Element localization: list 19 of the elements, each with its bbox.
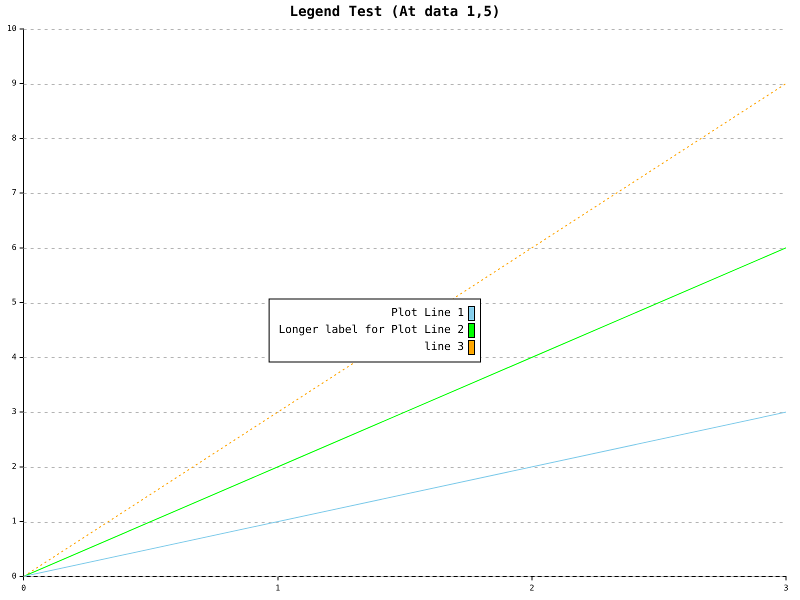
legend-label: Longer label for Plot Line 2 [278,322,464,336]
x-tick-label: 1 [275,583,280,592]
y-tick-label: 5 [12,298,17,307]
y-tick-label: 2 [12,462,17,471]
x-tick-label: 2 [529,583,534,592]
y-tick-label: 9 [12,78,17,88]
y-tick-label: 1 [12,516,17,526]
y-tick-label: 10 [6,24,17,33]
y-tick-label: 4 [12,352,17,362]
legend-label: line 3 [424,340,464,353]
y-tick-label: 0 [12,571,17,580]
x-tick-label: 3 [784,583,789,592]
x-tick-label: 0 [21,583,26,592]
y-tick-label: 6 [12,242,17,252]
chart-title: Legend Test (At data 1,5) [290,4,500,20]
y-tick-label: 7 [12,188,17,198]
y-tick-label: 3 [12,407,17,416]
y-tick-label: 8 [12,133,17,142]
legend-label: Plot Line 1 [391,306,464,319]
